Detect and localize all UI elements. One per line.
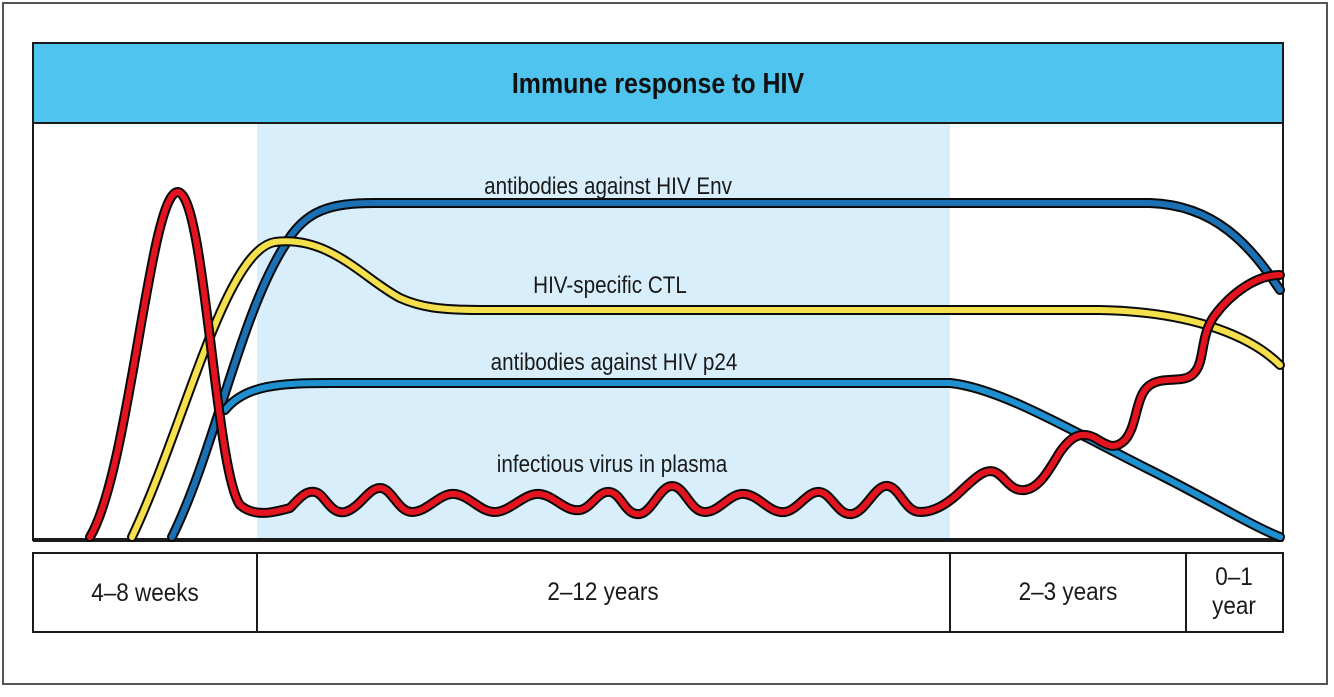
label-infectious-virus: infectious virus in plasma [497, 451, 728, 478]
time-segment-symptomatic: 2–3 years [1019, 578, 1118, 606]
time-segment-aids-line2: year [1212, 592, 1256, 620]
time-segment-latency: 2–12 years [547, 578, 658, 606]
time-segment-acute: 4–8 weeks [91, 579, 199, 607]
label-antibodies-env: antibodies against HIV Env [484, 173, 732, 200]
figure-title: Immune response to HIV [512, 67, 804, 99]
timeline: 4–8 weeks 2–12 years 2–3 years 0–1 year [32, 552, 1284, 633]
label-antibodies-p24: antibodies against HIV p24 [491, 349, 738, 376]
curve-infectious-virus [85, 187, 1285, 542]
label-hiv-specific-ctl: HIV-specific CTL [533, 272, 687, 299]
title-bar [32, 42, 1284, 124]
time-segment-aids-line1: 0–1 [1215, 563, 1253, 591]
latency-period-shading [257, 123, 950, 540]
curve-antibodies-p24 [220, 378, 1285, 542]
timeline-frame [32, 552, 1284, 633]
